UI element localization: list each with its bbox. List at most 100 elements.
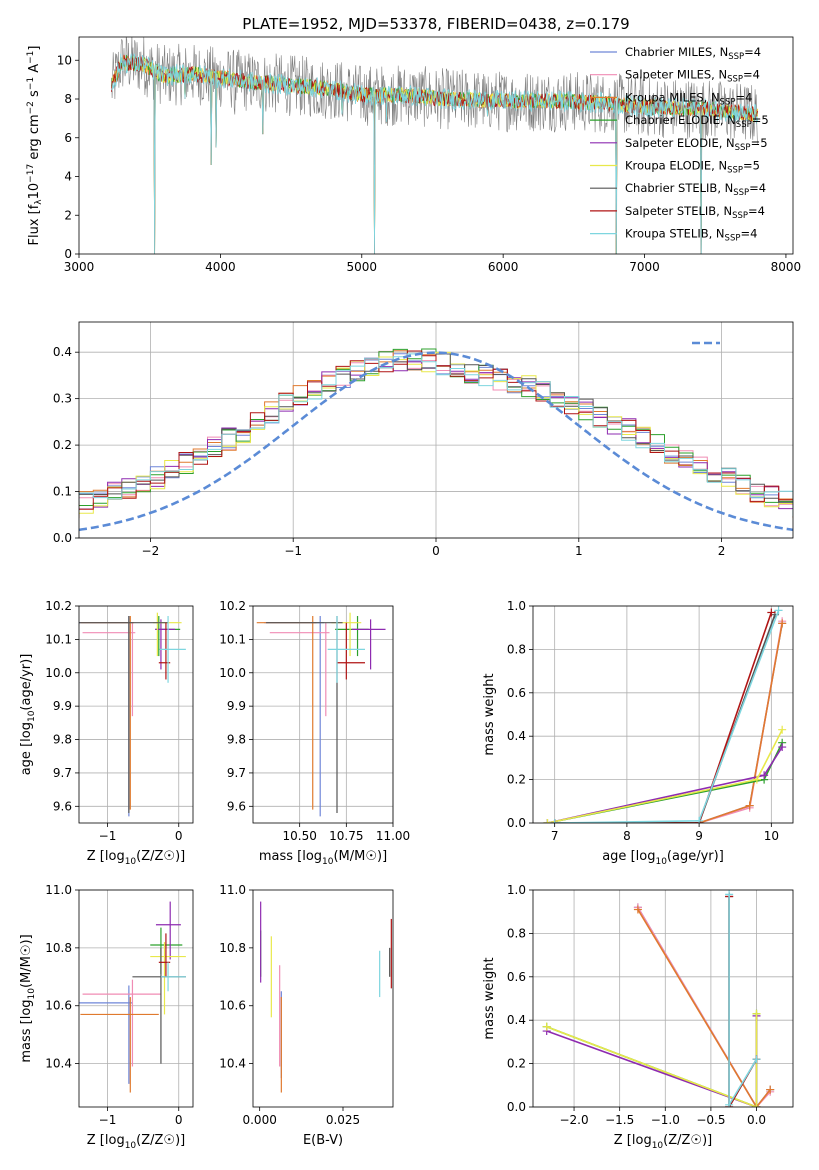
weight-vs-age-xtick-label: 10 <box>764 829 779 843</box>
weight-vs-Z-ytick-label: 0.2 <box>507 1057 526 1071</box>
errorbar-point <box>155 619 176 670</box>
mass-vs-ebv-ytick-label: 11.0 <box>219 883 246 897</box>
weight-marker <box>695 816 704 823</box>
age-vs-mass-plot-area <box>256 612 386 817</box>
weight-vs-Z-xtick-label: −0.5 <box>696 1113 725 1127</box>
age-vs-mass-xtick-label: 10.50 <box>282 829 316 843</box>
weight-marker <box>550 819 559 823</box>
legend-label: Chabrier ELODIE, NSSP=5 <box>625 113 769 130</box>
age-vs-Z-plot-area <box>79 612 186 817</box>
weight-vs-Z-ylabel: mass weight <box>482 957 497 1039</box>
spectrum-frame <box>78 36 794 255</box>
weight-vs-Z-xtick-label: −1.0 <box>651 1113 680 1127</box>
errorbar-point <box>337 622 365 680</box>
age-vs-mass-frame <box>252 605 394 824</box>
mass-vs-Z-plot-area <box>79 901 186 1093</box>
weight-vs-age-ytick-label: 0.0 <box>507 816 526 830</box>
weight-line <box>554 612 773 823</box>
weight-vs-age-xtick-label: 7 <box>551 829 559 843</box>
spectrum-model-line <box>111 53 759 254</box>
weight-vs-age-ytick-label: 0.8 <box>507 642 526 656</box>
age-vs-mass-ytick-label: 9.6 <box>227 799 246 813</box>
weight-vs-Z-plot-area <box>542 890 775 1107</box>
spectrum-ytick-label: 10 <box>57 53 72 67</box>
age-vs-mass-ytick-label: 9.7 <box>227 766 246 780</box>
weight-line <box>637 909 771 1107</box>
weight-vs-Z-frame <box>532 889 794 1108</box>
mass-vs-Z-ytick-label: 11.0 <box>45 883 72 897</box>
residuals-panel: −2 −1 0 1 2 0.0 0.1 0.2 0.3 0.4 <box>53 321 794 558</box>
weight-vs-age-frame <box>532 605 794 824</box>
weight-vs-Z-panel: −2.0 −1.5 −1.0 −0.5 0.0 0.0 0.2 0.4 0.6 0.8 1.0 Z [… <box>482 883 794 1151</box>
mass-vs-Z-xtick-label: 0 <box>175 1113 183 1127</box>
weight-marker <box>725 1100 734 1107</box>
weight-vs-age-panel: 7 8 9 10 0.0 0.2 0.4 0.6 0.8 1.0 age [log10(age/yr… <box>482 599 794 867</box>
spectrum-ytick-label: 8 <box>64 92 72 106</box>
mass-vs-Z-frame <box>78 889 194 1108</box>
weight-vs-age-ytick-label: 1.0 <box>507 599 526 613</box>
mass-vs-Z-ylabel: mass [log10(M/M☉)] <box>19 934 37 1062</box>
legend-label: Salpeter MILES, NSSP=4 <box>625 68 760 85</box>
weight-marker <box>774 606 783 615</box>
residual-histogram <box>79 353 793 516</box>
weight-marker <box>745 801 754 810</box>
age-vs-mass-ytick-label: 10.1 <box>219 632 246 646</box>
weight-marker <box>752 1055 761 1064</box>
weight-marker <box>752 775 761 784</box>
spectrum-ytick-label: 0 <box>64 247 72 261</box>
weight-vs-Z-ytick-label: 0.4 <box>507 1013 526 1027</box>
weight-line <box>554 623 783 823</box>
mass-vs-Z-xtick-label: −1 <box>99 1113 117 1127</box>
weight-vs-Z-xtick-label: 0.0 <box>747 1113 766 1127</box>
gaussian-curve <box>79 351 793 532</box>
residuals-xtick-label: 2 <box>718 544 726 558</box>
mass-vs-ebv-xtick-label: 0.000 <box>242 1113 276 1127</box>
weight-marker <box>766 1085 775 1094</box>
legend-entry: Salpeter ELODIE, NSSP=5 <box>590 136 768 153</box>
weight-vs-age-plot-area <box>543 606 787 823</box>
residuals-plot-area <box>79 348 793 532</box>
mass-vs-ebv-ytick-label: 10.4 <box>219 1057 246 1071</box>
residuals-xtick-label: 0 <box>432 544 440 558</box>
legend-entry: Salpeter MILES, NSSP=4 <box>590 68 760 85</box>
weight-line <box>546 1013 758 1107</box>
weight-marker <box>633 905 642 914</box>
legend-label: Salpeter ELODIE, NSSP=5 <box>625 136 768 153</box>
age-vs-Z-grid <box>79 605 193 823</box>
residuals-ytick-label: 0.3 <box>53 392 72 406</box>
spectrum-ytick-label: 6 <box>64 131 72 145</box>
age-vs-mass-ytick-label: 10.2 <box>219 599 246 613</box>
spectrum-ylabel: Flux [fλ10−17 erg cm−2 s−1 A−1] <box>26 46 44 246</box>
errorbar-point <box>150 942 186 1015</box>
age-vs-mass-xtick-label: 10.75 <box>329 829 363 843</box>
residuals-ytick-label: 0.2 <box>53 438 72 452</box>
age-vs-Z-ylabel: age [log10(age/yr)] <box>19 654 37 776</box>
weight-marker <box>725 890 734 899</box>
spectrum-plot-area <box>111 37 759 254</box>
weight-line <box>554 614 776 823</box>
mass-vs-ebv-xtick-label: 0.025 <box>326 1113 360 1127</box>
legend-entry: Chabrier STELIB, NSSP=4 <box>590 181 766 198</box>
residuals-xtick-label: −2 <box>142 544 160 558</box>
weight-marker <box>542 1022 551 1031</box>
mass-vs-Z-ytick-label: 10.4 <box>45 1057 72 1071</box>
spectrum-panel: 3000 4000 5000 6000 7000 8000 0 2 4 6 8 10 Flux [fλ1… <box>26 36 801 274</box>
legend-entry: Salpeter STELIB, NSSP=4 <box>590 204 765 221</box>
mass-vs-Z-grid <box>79 889 193 1107</box>
mass-vs-Z-panel: −1 0 10.4 10.6 10.8 11.0 Z [log10(Z/Z☉)] mass [… <box>19 883 194 1151</box>
legend-label: Kroupa STELIB, NSSP=4 <box>625 227 757 244</box>
errorbar-point <box>79 616 169 813</box>
weight-marker <box>767 608 776 617</box>
errorbar-point <box>159 616 186 683</box>
legend-entry: Kroupa MILES, NSSP=4 <box>590 90 752 107</box>
weight-marker <box>778 725 787 734</box>
weight-marker <box>752 1103 761 1107</box>
weight-vs-Z-xtick-label: −2.0 <box>559 1113 588 1127</box>
age-vs-mass-panel: 10.50 10.75 11.00 9.6 9.7 9.8 9.9 10.0 10.1 10.2 m… <box>219 599 410 867</box>
spectrum-xtick-label: 6000 <box>488 260 519 274</box>
residuals-ytick-label: 0.1 <box>53 485 72 499</box>
weight-marker <box>760 771 769 780</box>
mass-vs-ebv-xlabel: E(B-V) <box>303 1133 343 1148</box>
weight-vs-age-ytick-label: 0.2 <box>507 773 526 787</box>
weight-marker <box>752 1009 761 1018</box>
